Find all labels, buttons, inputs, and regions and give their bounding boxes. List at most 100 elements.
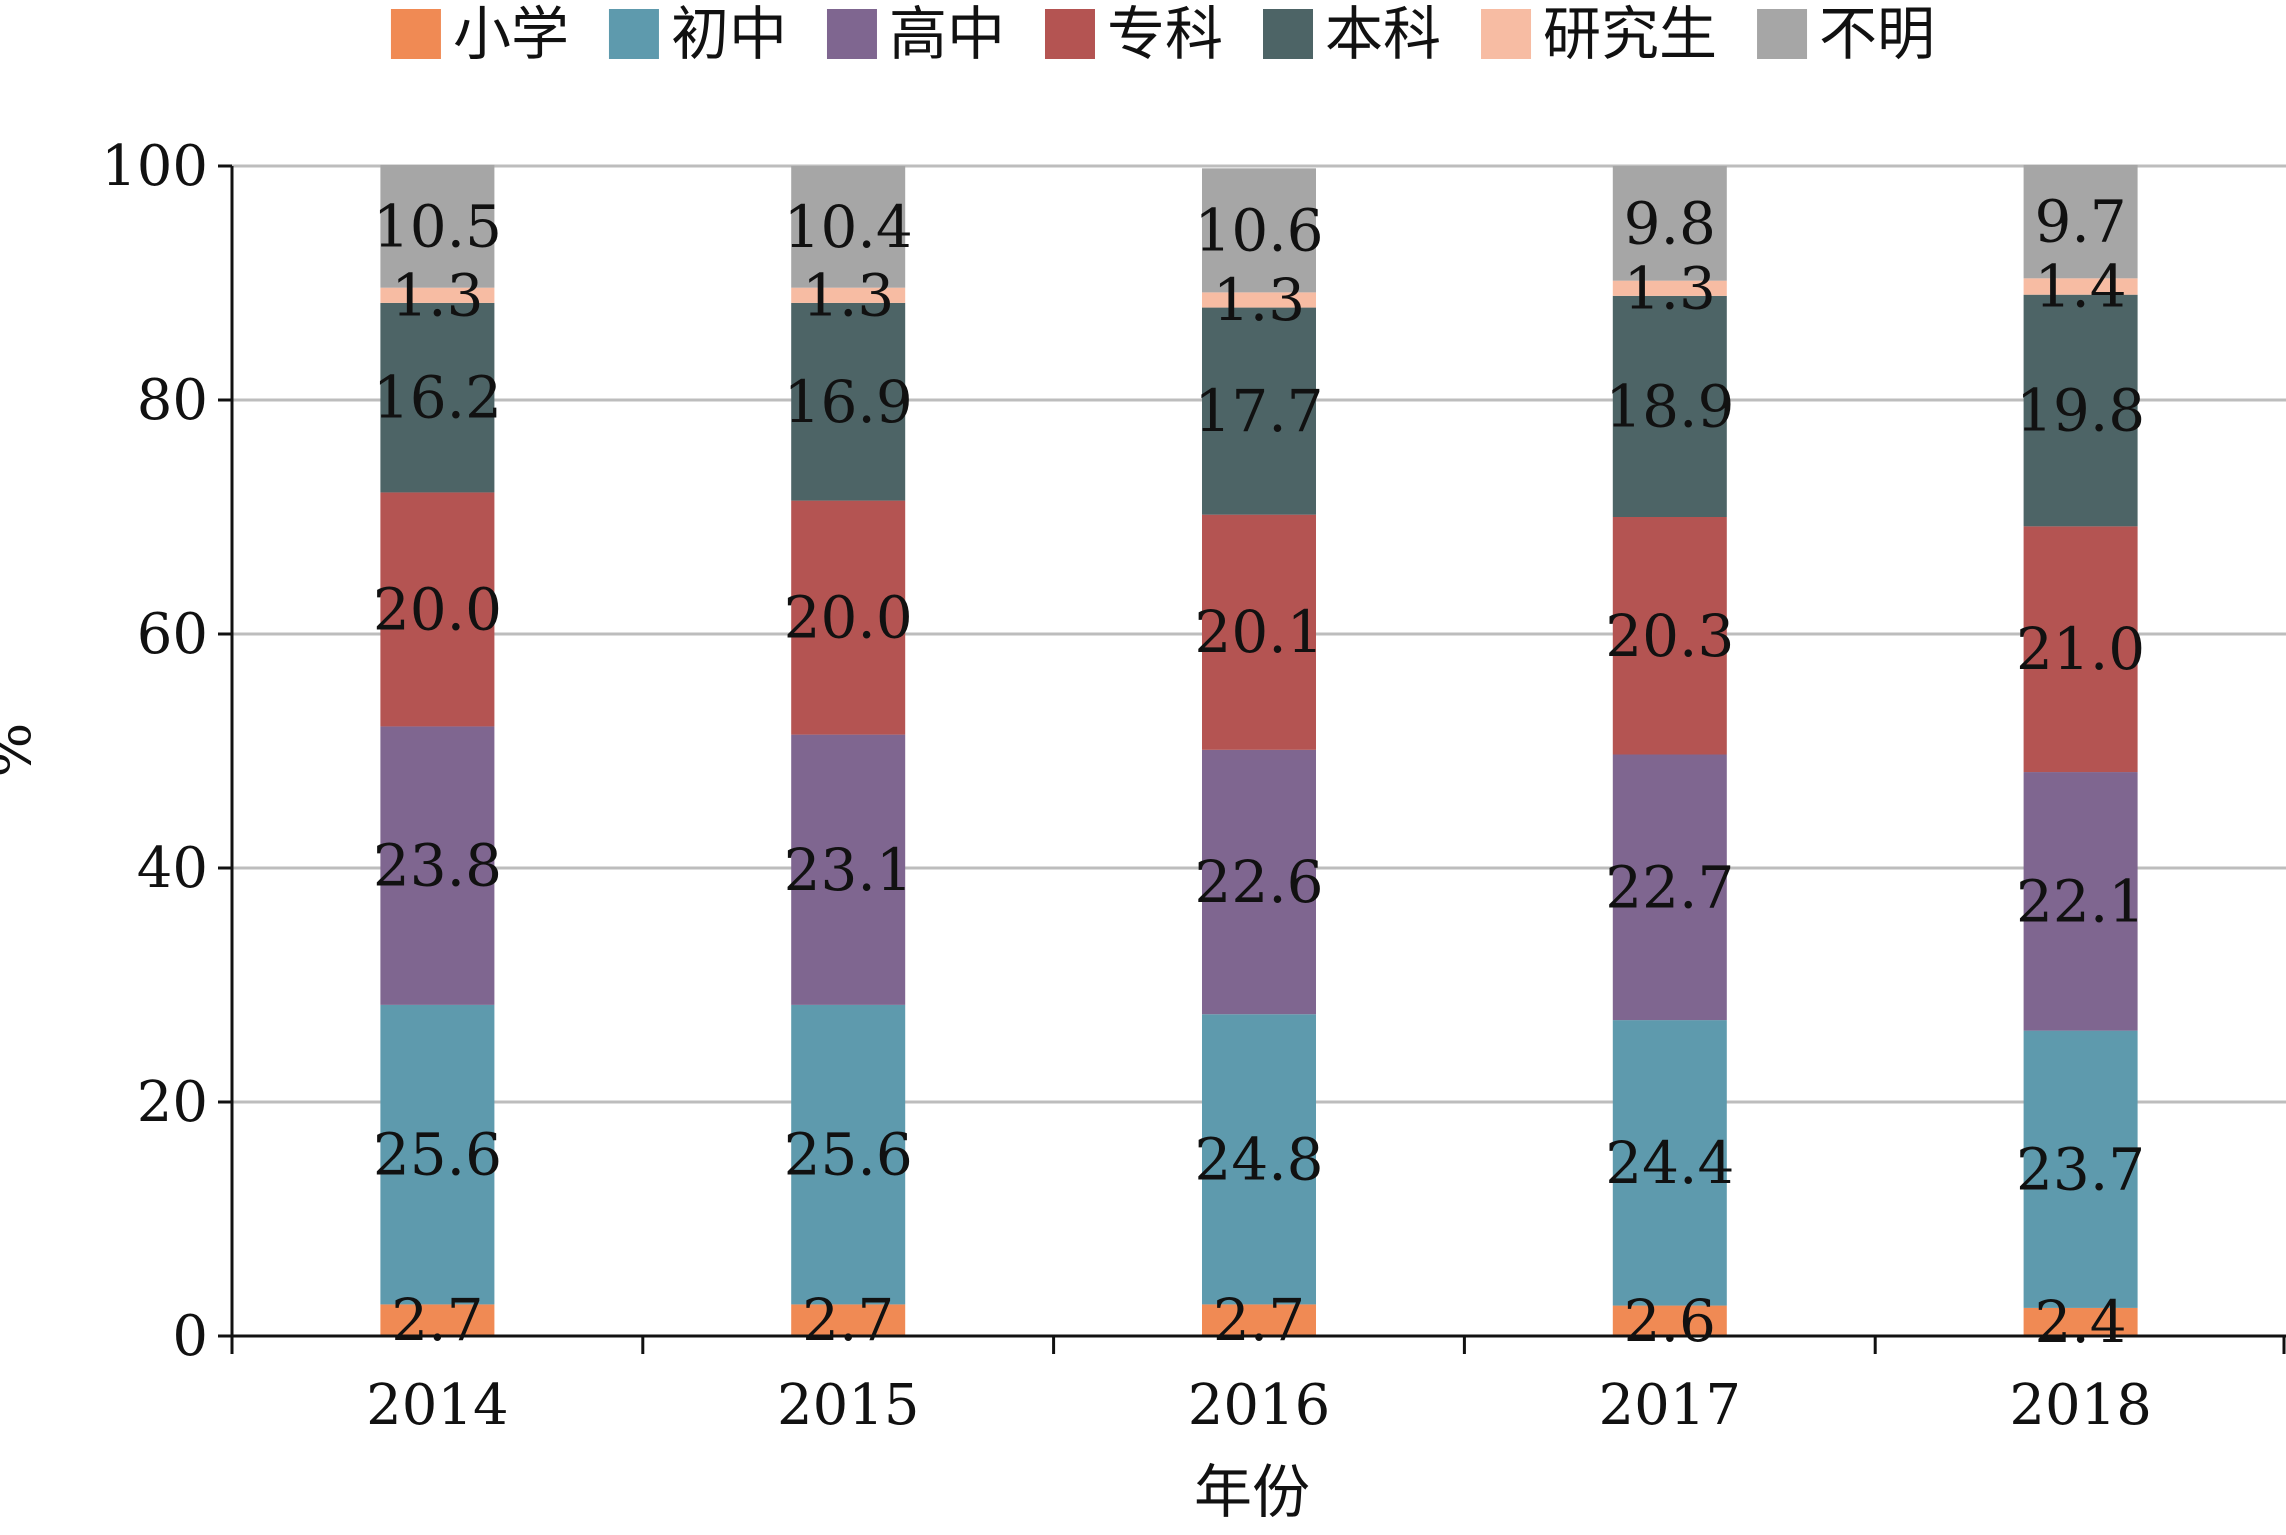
bar-segment xyxy=(2023,526,2138,773)
bar-segment xyxy=(380,1304,495,1336)
bar-segment xyxy=(1612,1020,1727,1306)
legend: 小学 初中 高中 专科 本科 研究生 不明 xyxy=(390,0,1935,68)
bar-segment xyxy=(2023,1030,2138,1308)
legend-swatch xyxy=(1757,9,1808,59)
bar-segment xyxy=(380,492,495,727)
data-label: 23.7 xyxy=(2016,1135,2145,1203)
data-label: 20.0 xyxy=(373,575,502,643)
data-label: 9.8 xyxy=(1624,189,1716,257)
data-label: 20.0 xyxy=(784,584,913,652)
data-label: 23.1 xyxy=(784,836,913,904)
data-label: 1.3 xyxy=(802,261,894,329)
bar-segment xyxy=(1202,292,1316,308)
bar-segment xyxy=(380,287,495,303)
y-tick-label: 40 xyxy=(137,836,208,901)
data-label: 24.8 xyxy=(1194,1125,1323,1193)
bar-segment xyxy=(2023,164,2138,279)
data-label: 22.6 xyxy=(1194,848,1323,916)
x-tick-label: 2014 xyxy=(366,1373,509,1438)
bar-segment xyxy=(1612,295,1727,517)
legend-label: 初中 xyxy=(671,0,787,68)
x-tick-label: 2016 xyxy=(1188,1373,1331,1438)
bar-segment xyxy=(791,1304,906,1336)
bar-segment xyxy=(1612,166,1727,281)
bar-segment xyxy=(380,1004,495,1305)
legend-swatch xyxy=(1481,9,1532,59)
bar-segment xyxy=(1202,1304,1316,1336)
value-labels: 2.725.623.820.016.21.310.52.725.623.120.… xyxy=(373,188,2145,1356)
y-tick-label: 100 xyxy=(101,134,208,199)
legend-label: 专科 xyxy=(1107,0,1223,68)
data-label: 2.6 xyxy=(1624,1287,1716,1355)
legend-label: 小学 xyxy=(453,0,569,68)
data-label: 1.3 xyxy=(1624,254,1716,322)
data-label: 2.7 xyxy=(391,1286,483,1354)
legend-swatch xyxy=(1044,9,1095,59)
data-label: 17.7 xyxy=(1194,377,1323,445)
axes: 0 20 40 60 80 100 2014 2015 2016 2017 2018 xyxy=(101,134,2286,1438)
bar-segment xyxy=(2023,278,2138,295)
y-tick-label: 60 xyxy=(137,602,208,667)
data-label: 2.4 xyxy=(2034,1288,2126,1356)
bar-segment xyxy=(2023,1307,2138,1336)
data-label: 18.9 xyxy=(1605,372,1734,440)
y-tick-label: 80 xyxy=(137,368,208,433)
data-label: 1.3 xyxy=(391,261,483,329)
legend-label: 本科 xyxy=(1325,0,1441,68)
data-label: 19.8 xyxy=(2016,377,2145,445)
bar-segment xyxy=(1202,749,1316,1015)
x-tick-label: 2015 xyxy=(777,1373,920,1438)
bar-segment xyxy=(791,734,906,1005)
bar-segment xyxy=(791,1004,906,1305)
bar-segment xyxy=(380,164,495,288)
bar-segment xyxy=(1612,280,1727,296)
bar-segment xyxy=(2023,294,2138,527)
data-label: 22.1 xyxy=(2016,867,2145,935)
data-label: 10.5 xyxy=(373,192,502,260)
legend-label: 不明 xyxy=(1819,0,1935,68)
y-axis-title: % xyxy=(0,722,44,777)
bar-segment xyxy=(2023,772,2138,1031)
bar-segment xyxy=(1202,168,1316,293)
legend-swatch xyxy=(390,9,441,59)
bar-segment xyxy=(1202,514,1316,750)
bar-segment xyxy=(791,302,906,501)
x-tick-label: 2017 xyxy=(1599,1373,1742,1438)
bar-segment xyxy=(1612,517,1727,755)
data-label: 25.6 xyxy=(784,1121,913,1189)
data-label: 16.9 xyxy=(784,368,913,436)
legend-label: 研究生 xyxy=(1543,0,1717,68)
data-label: 9.7 xyxy=(2034,188,2126,256)
legend-swatch xyxy=(1263,9,1314,59)
data-label: 22.7 xyxy=(1605,853,1734,921)
bar-segment xyxy=(1612,1305,1727,1336)
data-label: 10.4 xyxy=(784,193,913,261)
bar-segment xyxy=(380,726,495,1005)
bars xyxy=(380,164,2138,1336)
data-label: 20.3 xyxy=(1605,602,1734,670)
legend-swatch xyxy=(826,9,877,59)
bar-segment xyxy=(791,287,906,303)
data-label: 2.7 xyxy=(1213,1286,1305,1354)
data-label: 20.1 xyxy=(1194,598,1323,666)
data-label: 1.3 xyxy=(1213,266,1305,334)
y-tick-label: 0 xyxy=(172,1304,208,1369)
data-label: 10.6 xyxy=(1194,196,1323,264)
data-label: 21.0 xyxy=(2016,615,2145,683)
data-label: 16.2 xyxy=(373,364,502,432)
data-label: 24.4 xyxy=(1605,1129,1734,1197)
data-label: 25.6 xyxy=(373,1121,502,1189)
bar-segment xyxy=(791,166,906,288)
legend-swatch xyxy=(608,9,659,59)
bar-segment xyxy=(1202,307,1316,515)
y-tick-label: 20 xyxy=(137,1070,208,1135)
bar-segment xyxy=(380,302,495,493)
legend-label: 高中 xyxy=(889,0,1005,68)
bar-segment xyxy=(1202,1014,1316,1305)
bar-segment xyxy=(791,500,906,735)
data-label: 2.7 xyxy=(802,1286,894,1354)
data-label: 1.4 xyxy=(2034,253,2126,321)
data-label: 23.8 xyxy=(373,832,502,900)
